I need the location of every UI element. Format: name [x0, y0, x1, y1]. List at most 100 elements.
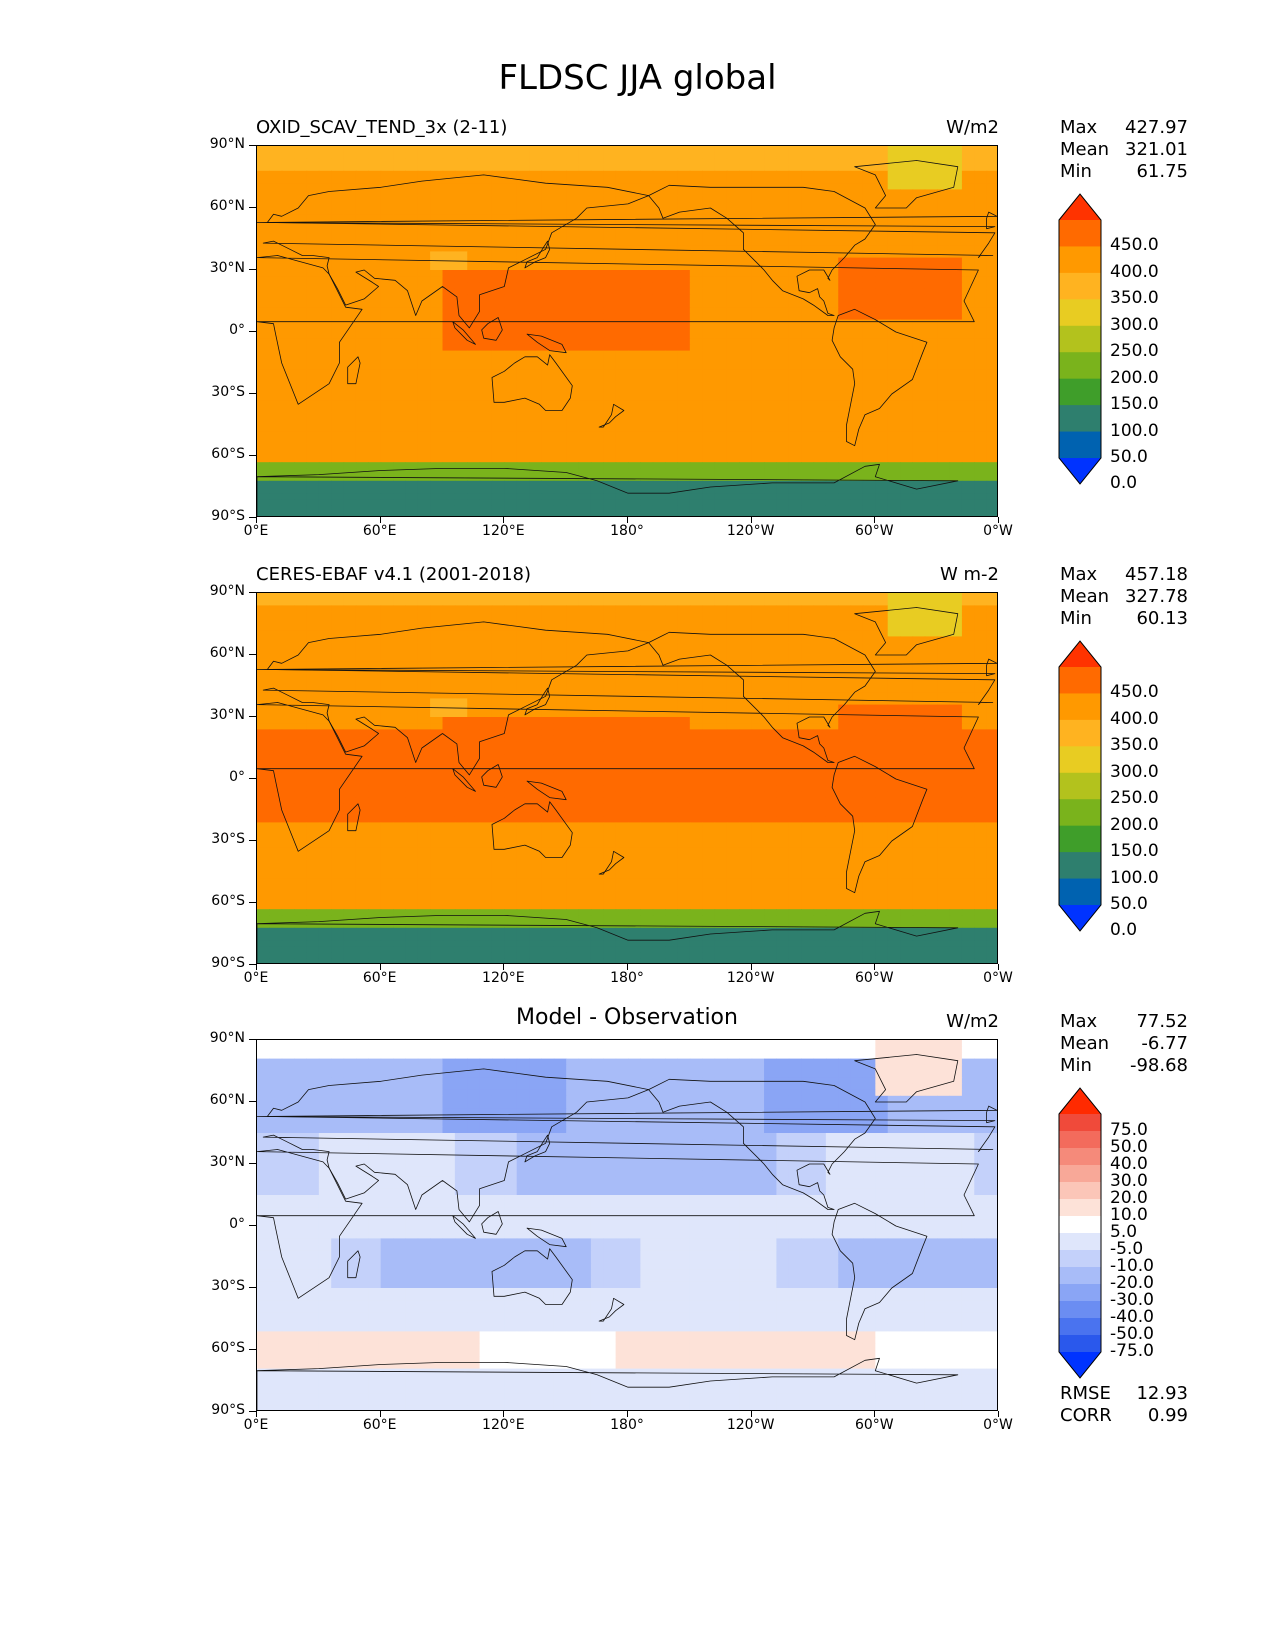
colorbar-tick-label: -5.0 — [1110, 1239, 1144, 1259]
colorbar-segment — [1059, 641, 1101, 667]
colorbar-segment — [1059, 852, 1101, 880]
colorbar-segment — [1059, 693, 1101, 721]
colorbar-tick-label: 0.0 — [1110, 920, 1138, 941]
y-tick-mark — [249, 331, 256, 332]
panel-center-title: Model - Observation — [516, 1005, 738, 1030]
colorbar-segment — [1059, 746, 1101, 774]
stat-value: 61.75 — [1136, 161, 1188, 182]
y-tick-mark — [249, 902, 256, 903]
y-tick-label: 60°N — [209, 645, 245, 661]
colorbar-segment — [1059, 352, 1101, 380]
x-tick-label: 120°W — [726, 970, 775, 986]
figure-title: FLDSC JJA global — [498, 58, 777, 98]
coastline — [481, 317, 503, 341]
score-value: 0.99 — [1147, 1405, 1188, 1426]
panel-difference: Model - Observation W/m2 90°N 60°N 30°N 0° 3… — [0, 1005, 1275, 1471]
colorbar-tick-label: 100.0 — [1110, 420, 1159, 441]
colorbar-tick-label: 300.0 — [1110, 761, 1159, 782]
x-tick-mark — [874, 517, 876, 523]
y-tick-label: 90°N — [209, 136, 245, 152]
coastline — [257, 910, 959, 963]
colorbar-segment — [1059, 1165, 1101, 1183]
colorbar-tick-label: 200.0 — [1110, 367, 1159, 388]
x-tick-mark — [750, 964, 752, 970]
y-tick-mark — [249, 393, 256, 394]
colorbar-segment — [1059, 799, 1101, 827]
coastline — [831, 308, 928, 447]
x-tick-label: 60°W — [854, 970, 894, 986]
colorbar-tick-label: 300.0 — [1110, 314, 1159, 335]
stat-row: Mean 321.01 — [1060, 139, 1188, 161]
coastline — [257, 702, 979, 852]
colorbar-segment — [1059, 458, 1101, 484]
colorbar-segment — [1059, 1352, 1101, 1378]
coastline — [524, 1134, 551, 1163]
colorbar-segment — [1059, 220, 1101, 247]
x-tick-mark — [874, 964, 876, 970]
coastline — [262, 1068, 996, 1223]
y-tick-label: 90°N — [209, 583, 245, 599]
y-tick-mark — [249, 269, 256, 270]
x-tick-mark — [256, 964, 257, 970]
colorbar-tick-label: 450.0 — [1110, 682, 1159, 703]
coastline — [648, 1078, 876, 1210]
coastline — [526, 333, 567, 354]
colorbar-segment — [1059, 825, 1101, 853]
coastline — [257, 658, 997, 677]
stat-row: Mean -6.77 — [1060, 1033, 1188, 1055]
coastline — [491, 354, 573, 411]
coastline — [648, 184, 876, 316]
colorbar-tick-label: 50.0 — [1110, 894, 1148, 914]
score-row: RMSE 12.93 — [1060, 1383, 1188, 1405]
stat-row: Mean 327.78 — [1060, 586, 1188, 608]
y-tick-mark — [249, 1349, 256, 1350]
x-tick-mark — [256, 517, 257, 523]
stat-value: -6.77 — [1141, 1033, 1188, 1054]
coastline — [257, 211, 997, 230]
panel-left-title: OXID_SCAV_TEND_3x (2-11) — [256, 117, 508, 138]
coastline — [491, 1248, 573, 1305]
map-field — [257, 146, 997, 516]
coastline — [481, 1211, 503, 1235]
x-tick-mark — [874, 1411, 876, 1417]
y-tick-mark — [249, 1411, 256, 1412]
colorbar-tick-label: 100.0 — [1110, 867, 1159, 888]
stat-label: Min — [1060, 161, 1092, 182]
y-tick-mark — [249, 1101, 256, 1102]
colorbar-tick-label: 150.0 — [1110, 841, 1159, 862]
colorbar-tick-label: 5.0 — [1110, 1222, 1138, 1242]
y-tick-label: 30°S — [211, 384, 245, 400]
x-tick-mark — [503, 1411, 505, 1417]
stat-row: Min -98.68 — [1060, 1055, 1188, 1077]
colorbar-tick-label: -40.0 — [1110, 1307, 1154, 1327]
coastline — [526, 1227, 567, 1248]
x-tick-label: 120°W — [726, 1417, 775, 1433]
coastline — [347, 1250, 361, 1279]
score-value: 12.93 — [1136, 1383, 1188, 1404]
x-tick-label: 60°E — [362, 1417, 397, 1433]
x-tick-label: 120°E — [482, 970, 525, 986]
y-tick-mark — [249, 1163, 256, 1164]
y-tick-mark — [249, 716, 256, 717]
x-tick-label: 180° — [610, 970, 644, 986]
colorbar-segment — [1059, 1148, 1101, 1166]
y-tick-label: 90°S — [211, 508, 245, 524]
y-tick-label: 30°N — [209, 1154, 245, 1170]
colorbar-tick-label: -75.0 — [1110, 1341, 1154, 1361]
coastline — [452, 321, 476, 345]
colorbar-segment — [1059, 1233, 1101, 1251]
y-tick-label: 90°S — [211, 1402, 245, 1418]
colorbar — [1058, 640, 1102, 932]
y-tick-mark — [249, 145, 256, 146]
stat-label: Max — [1060, 564, 1098, 585]
x-tick-mark — [627, 1411, 628, 1417]
y-tick-mark — [249, 455, 256, 456]
colorbar-tick-label: 400.0 — [1110, 261, 1159, 282]
y-tick-label: 30°N — [209, 260, 245, 276]
colorbar-tick-label: -50.0 — [1110, 1324, 1154, 1344]
x-tick-label: 60°W — [854, 523, 894, 539]
colorbar — [1058, 1087, 1102, 1379]
y-tick-label: 0° — [229, 322, 245, 338]
colorbar-segment — [1059, 1182, 1101, 1200]
stat-row: Min 60.13 — [1060, 608, 1188, 630]
